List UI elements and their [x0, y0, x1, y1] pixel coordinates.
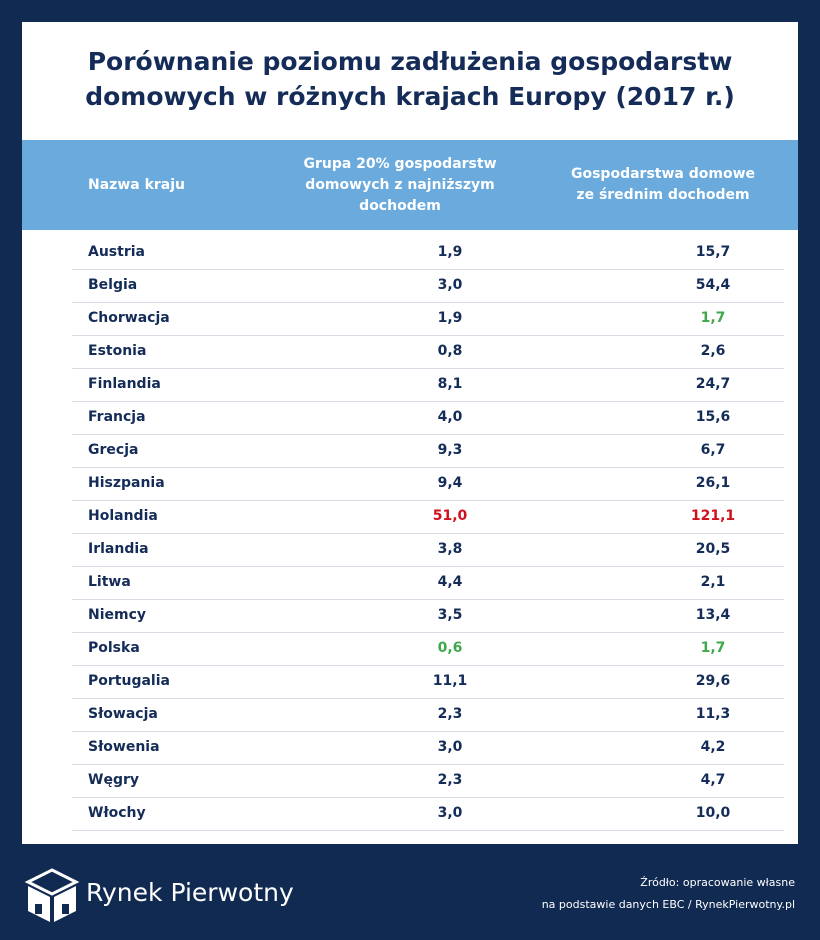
value-cell: 4,4: [437, 574, 463, 590]
value-cell: 4,7: [700, 772, 726, 788]
value-cell: 9,3: [437, 442, 463, 458]
table-row: Słowacja 2,3 11,3: [72, 698, 784, 732]
table-row: Włochy 3,0 10,0: [72, 797, 784, 831]
source: na podstawie danych EBC / RynekPierwotny…: [541, 898, 795, 911]
country: Estonia: [88, 343, 147, 359]
table-row: Chorwacja 1,9 1,7: [72, 302, 784, 336]
country: Irlandia: [88, 541, 149, 557]
country: Słowenia: [88, 739, 160, 755]
table-row: Belgia 3,0 54,4: [72, 269, 784, 303]
table-row: Niemcy 3,5 13,4: [72, 599, 784, 633]
logo-icon: [24, 868, 80, 922]
value-cell: 1,7: [700, 310, 726, 326]
column-header: Nazwa kraju: [88, 176, 185, 193]
value-cell: 10,0: [695, 805, 731, 821]
table-row: Holandia 51,0 121,1: [72, 500, 784, 534]
country: Niemcy: [88, 607, 147, 623]
value-cell: 29,6: [695, 673, 731, 689]
value-cell: 51,0: [432, 508, 468, 524]
value-cell: 9,4: [437, 475, 463, 491]
value-cell: 3,8: [437, 541, 463, 557]
table-row: Irlandia 3,8 20,5: [72, 533, 784, 567]
table-row: Polska 0,6 1,7: [72, 632, 784, 666]
title: Porównanie poziomu zadłużenia gospodarst…: [85, 47, 735, 111]
column-header: Grupa 20% gospodarstw domowych z najniżs…: [303, 155, 497, 214]
country: Włochy: [88, 805, 146, 821]
value-cell: 2,1: [700, 574, 726, 590]
country: Chorwacja: [88, 310, 170, 326]
value-cell: 3,0: [437, 805, 463, 821]
country: Portugalia: [88, 673, 170, 689]
table-row: Grecja 9,3 6,7: [72, 434, 784, 468]
country: Grecja: [88, 442, 139, 458]
country: Hiszpania: [88, 475, 165, 491]
value-cell: 4,0: [437, 409, 463, 425]
value-cell: 3,0: [437, 739, 463, 755]
table-row: Finlandia 8,1 24,7: [72, 368, 784, 402]
table-row: Hiszpania 9,4 26,1: [72, 467, 784, 501]
value-cell: 121,1: [690, 508, 736, 524]
country: Polska: [88, 640, 140, 656]
country: Węgry: [88, 772, 139, 788]
table-row: Słowenia 3,0 4,2: [72, 731, 784, 765]
value-cell: 1,9: [437, 310, 463, 326]
value-cell: 4,2: [700, 739, 726, 755]
value-cell: 13,4: [695, 607, 731, 623]
value-cell: 2,3: [437, 706, 463, 722]
country: Litwa: [88, 574, 131, 590]
brand: Rynek Pierwotny: [86, 878, 294, 907]
country: Holandia: [88, 508, 158, 524]
table-row: Francja 4,0 15,6: [72, 401, 784, 435]
value-cell: 15,6: [695, 409, 731, 425]
table-row: Portugalia 11,1 29,6: [72, 665, 784, 699]
value-cell: 6,7: [700, 442, 726, 458]
table-row: Estonia 0,8 2,6: [72, 335, 784, 369]
value-cell: 11,3: [695, 706, 731, 722]
value-cell: 8,1: [437, 376, 463, 392]
panel: Porównanie poziomu zadłużenia gospodarst…: [22, 22, 798, 844]
value-cell: 26,1: [695, 475, 731, 491]
country: Francja: [88, 409, 146, 425]
country: Belgia: [88, 277, 138, 293]
value-cell: 11,1: [432, 673, 468, 689]
value-cell: 54,4: [695, 277, 731, 293]
value-cell: 24,7: [695, 376, 731, 392]
value-cell: 2,3: [437, 772, 463, 788]
value-cell: 1,9: [437, 244, 463, 260]
country: Słowacja: [88, 706, 158, 722]
table-row: Węgry 2,3 4,7: [72, 764, 784, 798]
value-cell: 0,6: [437, 640, 463, 656]
value-cell: 3,5: [437, 607, 463, 623]
value-cell: 3,0: [437, 277, 463, 293]
country: Austria: [88, 244, 145, 260]
value-cell: 15,7: [695, 244, 731, 260]
table-row: Litwa 4,4 2,1: [72, 566, 784, 600]
value-cell: 1,7: [700, 640, 726, 656]
value-cell: 2,6: [700, 343, 726, 359]
value-cell: 0,8: [437, 343, 463, 359]
table-header: Nazwa kraju Grupa 20% gospodarstw domowy…: [22, 140, 798, 230]
column-header: Gospodarstwa domowe ze średnim dochodem: [570, 166, 755, 203]
table-row: Austria 1,9 15,7: [72, 236, 784, 270]
source: Źródło: opracowanie własne: [640, 876, 795, 889]
country: Finlandia: [88, 376, 161, 392]
value-cell: 20,5: [695, 541, 731, 557]
